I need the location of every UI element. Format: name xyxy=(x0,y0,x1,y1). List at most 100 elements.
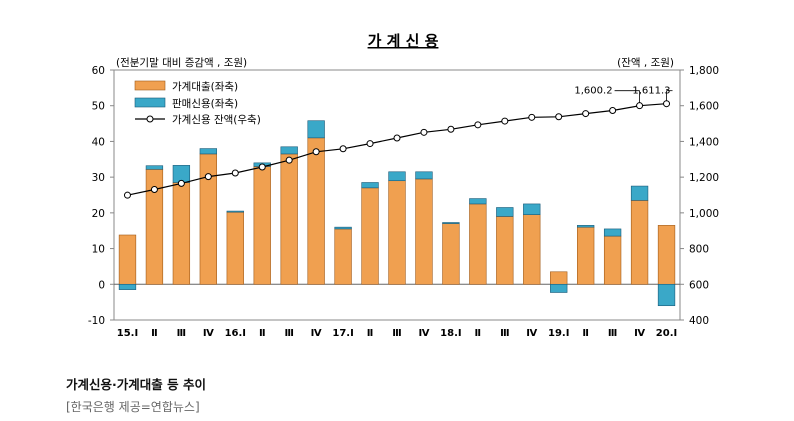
x-tick-label: Ⅱ xyxy=(475,328,482,339)
bar-sales-credit xyxy=(118,283,137,290)
bar-sales-credit xyxy=(496,207,514,217)
balance-point xyxy=(123,191,131,199)
balance-point xyxy=(420,128,428,136)
balance-point xyxy=(555,113,563,121)
bar-household-loan xyxy=(334,228,352,285)
bar-household-loan xyxy=(657,225,676,285)
bar-sales-credit xyxy=(415,171,433,180)
bar-sales-credit xyxy=(334,226,352,230)
left-tick-label: 20 xyxy=(92,208,105,220)
bar-sales-credit xyxy=(361,182,379,189)
bar-sales-credit xyxy=(280,146,298,155)
x-tick-label: Ⅳ xyxy=(203,328,214,339)
x-tick-label: Ⅳ xyxy=(634,328,645,339)
left-tick-label: -10 xyxy=(88,315,105,327)
legend-label-balance: 가계신용 잔액(우축) xyxy=(172,114,261,126)
x-tick-label: 17.Ⅰ xyxy=(332,328,353,339)
legend-label-loan: 가계대출(좌축) xyxy=(172,81,238,93)
x-tick-label: 20.Ⅰ xyxy=(656,328,677,339)
bar-sales-credit xyxy=(469,198,487,205)
annotations: 1,600.2 1,611.3 xyxy=(574,86,673,103)
left-tick-label: 0 xyxy=(98,279,105,291)
plot-frame xyxy=(113,69,681,321)
x-tick-label: Ⅲ xyxy=(608,328,617,339)
annotation-label: 1,611.3 xyxy=(632,86,670,97)
x-tick-label: Ⅲ xyxy=(500,328,509,339)
legend-swatch-loan xyxy=(134,80,166,91)
bar-household-loan xyxy=(307,137,325,285)
bar-household-loan xyxy=(442,223,460,285)
x-tick-label: 15.Ⅰ xyxy=(117,328,138,339)
left-tick-label: 40 xyxy=(92,136,105,148)
caption: 가계신용·가계대출 등 추이 xyxy=(66,377,206,392)
bar-sales-credit xyxy=(199,148,217,155)
x-tick-label: Ⅱ xyxy=(582,328,589,339)
x-tick-label: Ⅲ xyxy=(284,328,293,339)
x-tick-label: Ⅳ xyxy=(526,328,537,339)
x-tick-label: Ⅱ xyxy=(151,328,158,339)
bar-household-loan xyxy=(523,214,541,285)
bar-sales-credit xyxy=(657,283,676,307)
left-tick-label: 30 xyxy=(92,172,105,184)
bar-sales-credit xyxy=(442,222,460,224)
right-axis-unit: (잔액 , 조원) xyxy=(617,57,674,69)
bar-household-loan xyxy=(253,166,271,285)
x-axis: 15.Ⅰ Ⅱ Ⅲ Ⅳ 16.Ⅰ Ⅱ Ⅲ Ⅳ 17.Ⅰ Ⅱ Ⅲ Ⅳ 18.Ⅰ Ⅱ Ⅲ Ⅳ 19.Ⅰ Ⅱ Ⅲ Ⅳ 20.Ⅰ xyxy=(117,328,677,339)
bar-household-loan xyxy=(280,153,298,285)
x-tick-label: 18.Ⅰ xyxy=(440,328,461,339)
x-tick-label: 19.Ⅰ xyxy=(548,328,569,339)
chart-title: 가 계 신 용 xyxy=(368,32,439,50)
balance-point xyxy=(447,125,455,133)
bar-sales-credit xyxy=(630,185,649,201)
right-tick-label: 1,600 xyxy=(689,101,719,113)
balance-point xyxy=(393,134,401,142)
bar-household-loan xyxy=(118,234,137,285)
balance-point xyxy=(231,169,239,177)
balance-point xyxy=(177,179,185,187)
balance-point xyxy=(609,107,617,115)
balance-point xyxy=(312,148,320,156)
bar-household-loan xyxy=(577,226,595,285)
balance-point xyxy=(636,102,644,110)
balance-point xyxy=(528,113,536,121)
x-tick-label: Ⅲ xyxy=(392,328,401,339)
right-tick-label: 1,800 xyxy=(689,65,719,77)
balance-point xyxy=(339,145,347,153)
right-tick-label: 1,000 xyxy=(689,208,719,220)
household-credit-chart: 가 계 신 용 (전분기말 대비 증감액 , 조원) (잔액 , 조원) -10… xyxy=(88,32,719,339)
right-tick-label: 600 xyxy=(689,279,709,291)
balance-point xyxy=(258,163,266,171)
bar-sales-credit xyxy=(523,203,541,215)
bar-sales-credit xyxy=(550,283,568,293)
left-tick-label: 10 xyxy=(92,244,105,256)
legend-marker-balance xyxy=(146,115,154,123)
left-tick-label: 60 xyxy=(92,65,105,77)
balance-point xyxy=(366,140,374,148)
bar-sales-credit xyxy=(307,120,325,139)
balance-point xyxy=(150,185,158,193)
balance-point xyxy=(204,173,212,181)
annotation-label: 1,600.2 xyxy=(574,86,612,97)
bar-sales-credit xyxy=(388,171,406,182)
bar-household-loan xyxy=(550,271,568,285)
credit: [한국은행 제공=연합뉴스] xyxy=(66,400,200,414)
right-tick-label: 400 xyxy=(689,315,709,327)
x-tick-label: Ⅱ xyxy=(367,328,374,339)
balance-line xyxy=(123,100,671,199)
bar-household-loan xyxy=(226,211,244,285)
bar-household-loan xyxy=(603,235,622,285)
balance-point xyxy=(663,100,671,108)
x-tick-label: Ⅳ xyxy=(311,328,322,339)
legend-label-credit: 판매신용(좌축) xyxy=(172,98,238,110)
left-axis: -10 0 10 20 30 40 50 60 xyxy=(88,65,114,327)
right-tick-label: 800 xyxy=(689,244,709,256)
x-tick-label: Ⅳ xyxy=(418,328,429,339)
bar-household-loan xyxy=(172,182,191,285)
balance-point xyxy=(285,156,293,164)
bar-household-loan xyxy=(388,180,406,285)
balance-point xyxy=(501,117,509,125)
balance-point xyxy=(582,110,590,118)
left-axis-unit: (전분기말 대비 증감액 , 조원) xyxy=(116,57,247,69)
x-tick-label: Ⅲ xyxy=(177,328,186,339)
right-tick-label: 1,200 xyxy=(689,172,719,184)
